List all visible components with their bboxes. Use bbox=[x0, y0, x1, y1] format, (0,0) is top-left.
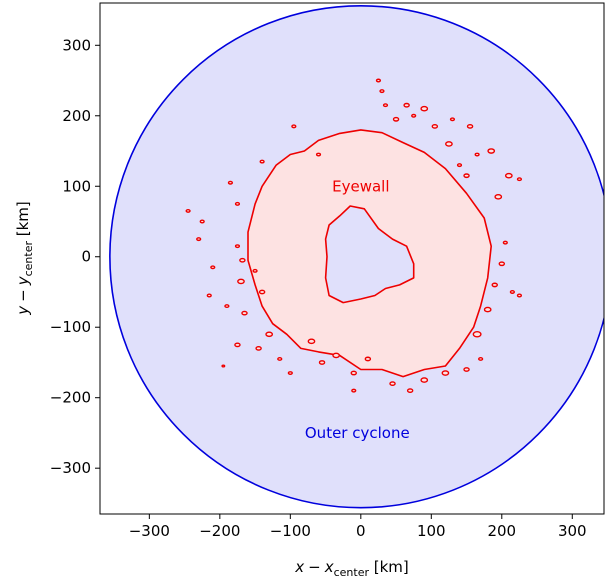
eyewall-fragment bbox=[392, 116, 400, 122]
eyewall-fragment bbox=[509, 290, 515, 294]
outer-cyclone-region bbox=[109, 5, 604, 509]
y-tick-label: 0 bbox=[81, 248, 91, 266]
eyewall-fragment bbox=[494, 194, 503, 200]
eyewall-fragment bbox=[463, 173, 470, 179]
eyewall-fragment bbox=[364, 356, 372, 362]
eyewall-label: Eyewall bbox=[332, 177, 389, 195]
eyewall-fragment bbox=[255, 345, 262, 351]
eyewall-fragment bbox=[411, 113, 417, 118]
y-tick-label: −300 bbox=[50, 459, 91, 477]
y-tick-label: −200 bbox=[50, 389, 91, 407]
eyewall-fragment bbox=[221, 364, 226, 368]
eyewall-fragment bbox=[516, 177, 523, 182]
eyewall-fragment bbox=[234, 244, 241, 249]
eyewall-fragment bbox=[227, 180, 234, 185]
x-axis-sub: center bbox=[334, 566, 370, 578]
eyewall-fragment bbox=[478, 356, 484, 361]
eyewall-fragment bbox=[431, 123, 439, 129]
eyewall-fragment bbox=[375, 78, 382, 83]
eyewall-fragment bbox=[332, 352, 341, 359]
eyewall-fragment bbox=[350, 370, 357, 376]
eyewall-fragment bbox=[420, 377, 429, 383]
eyewall-fragment bbox=[420, 105, 429, 112]
eyewall-fragment bbox=[491, 282, 498, 288]
eyewall-fragment bbox=[234, 201, 241, 206]
y-tick-label: 100 bbox=[62, 177, 91, 195]
y-axis-minus: − bbox=[14, 289, 32, 302]
plot-frame bbox=[99, 2, 605, 515]
eyewall-fragment bbox=[277, 356, 283, 361]
eyewall-fragment bbox=[224, 304, 230, 309]
eyewall-fragment bbox=[241, 310, 248, 316]
x-axis-label: x − xcenter [km] bbox=[294, 558, 409, 578]
x-tick-label: 300 bbox=[558, 522, 587, 540]
eyewall-fragment bbox=[252, 268, 258, 273]
eyewall-fragments bbox=[185, 78, 523, 394]
eyewall-fragment bbox=[403, 102, 410, 108]
eyewall-fragment bbox=[196, 237, 202, 242]
x-axis-unit: [km] bbox=[369, 558, 409, 576]
eyewall-fragment bbox=[504, 172, 513, 179]
eyewall-fragment bbox=[199, 219, 205, 224]
eyewall-fragment bbox=[258, 289, 266, 295]
eyewall-fragment bbox=[318, 360, 326, 365]
y-axis-sym: y bbox=[14, 275, 32, 286]
eyewall-fragment bbox=[516, 293, 523, 298]
eyewall-fragment bbox=[287, 371, 293, 376]
y-tick-label: −100 bbox=[50, 318, 91, 336]
y-axis-ticks: −300 −200 −100 0 100 200 300 bbox=[50, 36, 100, 477]
eyewall-fragment bbox=[456, 163, 463, 168]
eyewall-fragment bbox=[265, 331, 274, 338]
x-tick-label: 0 bbox=[356, 522, 366, 540]
eyewall-fragment bbox=[441, 370, 450, 376]
x-tick-label: −100 bbox=[270, 522, 311, 540]
eyewall-fragment bbox=[259, 159, 265, 164]
eyewall-fragment bbox=[237, 278, 245, 285]
eyewall-fragment bbox=[206, 293, 212, 298]
x-tick-label: 100 bbox=[417, 522, 446, 540]
eyewall-fragment bbox=[445, 141, 453, 147]
x-axis-ticks: −300 −200 −100 0 100 200 300 bbox=[129, 514, 587, 540]
eyewall-fragment bbox=[185, 208, 191, 213]
eyewall-fragment bbox=[502, 240, 508, 245]
eyewall-fragment bbox=[239, 257, 246, 263]
eyewall-fragment bbox=[472, 331, 482, 338]
eyewall-region bbox=[247, 129, 492, 378]
eyewall-fragment bbox=[307, 338, 316, 345]
eyewall-fragment bbox=[234, 342, 241, 348]
eyewall-fragment bbox=[382, 103, 389, 108]
eyewall-fragment bbox=[406, 388, 414, 394]
y-tick-label: 300 bbox=[62, 36, 91, 54]
eyewall-fragment bbox=[210, 265, 216, 270]
outer-cyclone-label: Outer cyclone bbox=[305, 424, 410, 442]
y-axis-unit: [km] bbox=[14, 201, 32, 241]
x-axis-var: x bbox=[294, 558, 304, 576]
eyewall-fragment bbox=[291, 124, 297, 129]
x-axis-sym: x bbox=[324, 558, 334, 576]
eyewall-fragment bbox=[498, 261, 506, 267]
eyewall-fragment bbox=[487, 148, 496, 154]
eyewall-fragment bbox=[463, 367, 470, 372]
y-axis-sub: center bbox=[22, 241, 35, 277]
y-tick-label: 200 bbox=[62, 107, 91, 125]
x-tick-label: 200 bbox=[487, 522, 516, 540]
eyewall-fragment bbox=[474, 152, 480, 157]
y-axis-var: y bbox=[14, 305, 32, 316]
eyewall-fragment bbox=[466, 123, 474, 129]
eyewall-fragment bbox=[389, 381, 396, 386]
eyewall-fragment bbox=[351, 388, 357, 393]
eyewall-fragment bbox=[483, 306, 492, 313]
eyewall-fragment bbox=[379, 89, 385, 94]
x-axis-minus: − bbox=[308, 558, 321, 576]
y-axis-label: y−ycenter [km] bbox=[14, 201, 35, 316]
x-tick-label: −300 bbox=[129, 522, 170, 540]
x-tick-label: −200 bbox=[199, 522, 240, 540]
eyewall-fragment bbox=[449, 117, 456, 122]
eyewall-fragment bbox=[315, 152, 322, 157]
